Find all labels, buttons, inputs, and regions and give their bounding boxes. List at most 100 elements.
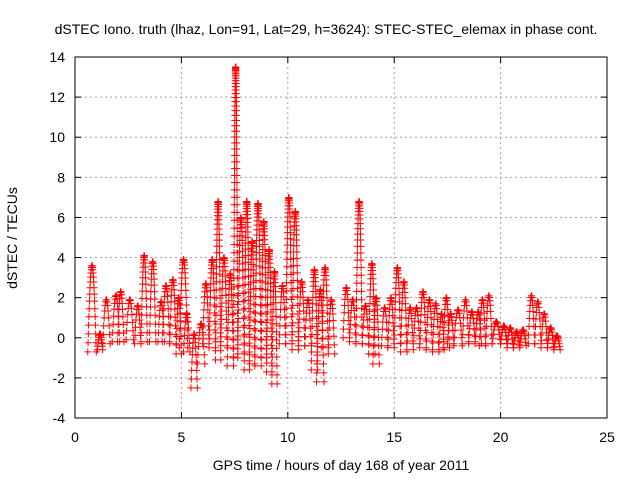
data-point	[397, 339, 405, 347]
data-point	[250, 325, 258, 333]
data-point	[443, 340, 451, 348]
data-point	[126, 297, 134, 305]
data-point	[244, 252, 252, 260]
data-point	[364, 331, 372, 339]
data-point	[313, 351, 321, 359]
data-point	[487, 314, 495, 322]
data-point	[204, 314, 212, 322]
data-point	[105, 314, 113, 322]
data-point	[346, 338, 354, 346]
y-tick-label: -2	[53, 370, 66, 386]
data-point	[329, 310, 337, 318]
data-point	[455, 309, 463, 317]
data-point	[216, 249, 224, 257]
data-point	[240, 315, 248, 323]
data-point	[84, 348, 92, 356]
y-tick-label: 12	[49, 89, 65, 105]
data-point	[91, 313, 99, 321]
data-point	[91, 321, 99, 329]
data-point	[358, 322, 366, 330]
data-point	[330, 324, 338, 332]
data-point	[389, 319, 397, 327]
data-point	[352, 322, 360, 330]
data-point	[131, 340, 139, 348]
data-point	[313, 369, 321, 377]
data-point	[396, 331, 404, 339]
data-point	[106, 331, 114, 339]
data-point	[170, 291, 178, 299]
data-point	[351, 321, 359, 329]
data-point	[193, 384, 201, 392]
data-point	[357, 249, 365, 257]
data-point	[272, 336, 280, 344]
data-point	[165, 320, 173, 328]
data-point	[233, 158, 241, 166]
data-point	[357, 236, 365, 244]
data-point	[268, 350, 276, 358]
data-point	[409, 346, 417, 354]
data-point	[250, 300, 258, 308]
data-point	[293, 242, 301, 250]
data-point	[524, 340, 532, 348]
data-point	[352, 340, 360, 348]
data-point	[127, 304, 135, 312]
x-tick-label: 10	[280, 429, 296, 445]
data-point	[330, 341, 338, 349]
data-point	[193, 375, 201, 383]
chart-title: dSTEC Iono. truth (lhaz, Lon=91, Lat=29,…	[55, 21, 598, 37]
data-point	[166, 340, 174, 348]
data-point	[272, 320, 280, 328]
data-point	[487, 307, 495, 315]
data-point	[357, 242, 365, 250]
data-point	[233, 139, 241, 147]
data-point	[251, 344, 259, 352]
data-point	[137, 329, 145, 337]
data-point	[439, 344, 447, 352]
data-point	[357, 263, 365, 271]
data-point	[323, 301, 331, 309]
data-point	[233, 151, 241, 159]
data-point	[267, 316, 275, 324]
data-point	[257, 362, 265, 370]
data-point	[187, 384, 195, 392]
data-point	[201, 360, 209, 368]
data-point	[91, 297, 99, 305]
data-point	[451, 326, 459, 334]
x-tick-label: 20	[493, 429, 509, 445]
data-point	[345, 317, 353, 325]
data-point	[159, 329, 167, 337]
data-point	[90, 290, 98, 298]
data-point	[449, 333, 457, 341]
data-point	[239, 298, 247, 306]
data-point	[482, 340, 490, 348]
data-point	[130, 336, 138, 344]
data-point	[323, 287, 331, 295]
data-point	[255, 236, 263, 244]
data-point	[397, 348, 405, 356]
data-point	[299, 293, 307, 301]
data-point	[262, 327, 270, 335]
data-point	[313, 378, 321, 386]
data-point	[543, 336, 551, 344]
data-point	[294, 319, 302, 327]
data-point	[194, 351, 202, 359]
data-point	[267, 333, 275, 341]
data-point	[371, 341, 379, 349]
x-axis-label: GPS time / hours of day 168 of year 2011	[213, 457, 470, 473]
data-point	[245, 313, 253, 321]
data-point	[272, 312, 280, 320]
data-point	[233, 172, 241, 180]
data-point	[383, 325, 391, 333]
data-point	[182, 280, 190, 288]
data-point	[142, 274, 150, 282]
data-point	[175, 344, 183, 352]
data-point	[262, 336, 270, 344]
data-point	[151, 311, 159, 319]
data-point	[444, 305, 452, 313]
tick-labels: 0 5 10 15 20 25 -4 -2 0 2 4 6 8 10 12 14	[49, 49, 615, 445]
data-point	[375, 360, 383, 368]
data-point	[273, 344, 281, 352]
data-point	[250, 316, 258, 324]
data-point	[198, 321, 206, 329]
